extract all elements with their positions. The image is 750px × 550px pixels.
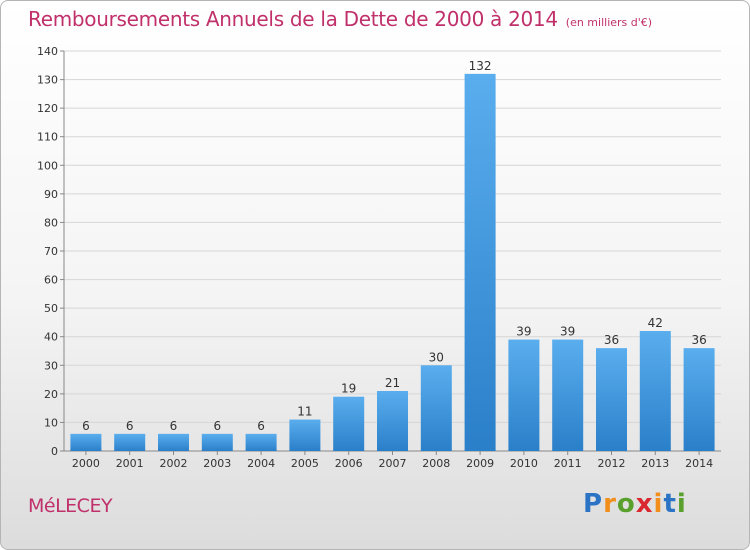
y-tick-label: 20 (44, 388, 58, 401)
bar (552, 339, 584, 451)
x-tick-label: 2006 (335, 457, 363, 470)
chart-title-block: Remboursements Annuels de la Dette de 20… (28, 7, 652, 31)
bar (201, 433, 233, 451)
bar-value-label: 30 (429, 350, 444, 364)
x-tick-label: 2008 (422, 457, 450, 470)
chart-unit: (en milliers d'€) (565, 16, 653, 29)
bar-value-label: 39 (560, 325, 575, 339)
bar-value-label: 6 (126, 419, 134, 433)
x-tick-label: 2011 (554, 457, 582, 470)
bar-value-label: 6 (82, 419, 90, 433)
y-tick-label: 110 (37, 131, 58, 144)
bar (70, 433, 102, 451)
commune-name: MéLECEY (28, 495, 113, 517)
bar (420, 365, 452, 451)
bar (596, 348, 627, 451)
y-tick-label: 50 (44, 302, 58, 315)
bar (245, 433, 277, 451)
proxiti-logo[interactable]: Proxiti (583, 489, 687, 519)
bar-value-label: 39 (516, 325, 531, 339)
logo-letter: i (676, 489, 687, 519)
x-tick-label: 2010 (510, 457, 538, 470)
bar (333, 396, 365, 451)
y-tick-label: 90 (44, 188, 58, 201)
bar-value-label: 6 (213, 419, 221, 433)
x-tick-label: 2014 (685, 457, 713, 470)
logo-letter: t (663, 489, 677, 519)
x-tick-label: 2003 (203, 457, 231, 470)
chart-title: Remboursements Annuels de la Dette de 20… (28, 7, 558, 31)
bar (464, 73, 496, 451)
x-tick-label: 2009 (466, 457, 494, 470)
y-tick-label: 130 (37, 74, 58, 87)
y-tick-label: 40 (44, 331, 58, 344)
logo-letter: r (603, 489, 617, 519)
y-tick-label: 10 (44, 416, 58, 429)
logo-letter: o (616, 489, 636, 519)
bar (114, 433, 146, 451)
x-tick-label: 2012 (598, 457, 626, 470)
y-tick-label: 70 (44, 245, 58, 258)
bar-value-label: 36 (691, 333, 706, 347)
bar (289, 419, 321, 451)
bar (158, 433, 189, 451)
y-tick-label: 120 (37, 102, 58, 115)
logo-letter: i (653, 489, 664, 519)
bar-value-label: 36 (604, 333, 619, 347)
y-tick-label: 30 (44, 359, 58, 372)
logo-letter: P (583, 489, 604, 519)
x-tick-label: 2001 (116, 457, 144, 470)
bar (683, 348, 715, 451)
y-tick-label: 100 (37, 159, 58, 172)
y-tick-label: 80 (44, 216, 58, 229)
bar (639, 331, 671, 451)
x-tick-label: 2013 (641, 457, 669, 470)
bar-value-label: 19 (341, 382, 356, 396)
y-tick-label: 140 (37, 45, 58, 58)
bar-value-label: 6 (257, 419, 265, 433)
bar (508, 339, 540, 451)
x-tick-label: 2004 (247, 457, 275, 470)
x-tick-label: 2005 (291, 457, 319, 470)
x-tick-label: 2002 (160, 457, 188, 470)
bar-value-label: 11 (297, 405, 312, 419)
x-tick-label: 2000 (72, 457, 100, 470)
bar-value-label: 42 (648, 316, 663, 330)
bar-value-label: 132 (469, 59, 492, 73)
bar (377, 391, 408, 451)
logo-letter: x (635, 489, 654, 519)
y-tick-label: 0 (51, 445, 58, 458)
bar-value-label: 21 (385, 376, 400, 390)
y-tick-label: 60 (44, 274, 58, 287)
bar-value-label: 6 (170, 419, 178, 433)
x-tick-label: 2007 (379, 457, 407, 470)
